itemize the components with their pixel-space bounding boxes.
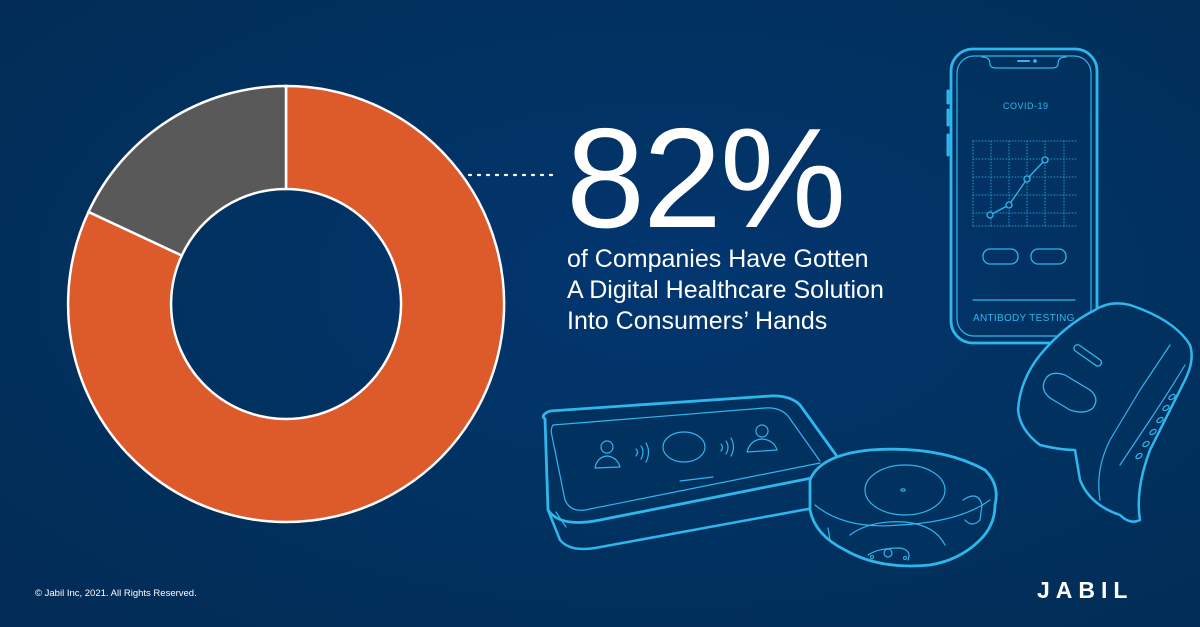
donut-chart — [66, 84, 506, 524]
round-sensor-illustration — [808, 447, 998, 568]
jabil-logo: JABIL — [1037, 577, 1134, 603]
phone-illustration: COVID-19 ANTIBOD — [946, 47, 1099, 345]
donut-slice-82 — [66, 84, 506, 524]
caption-line: Into Consumers’ Hands — [567, 307, 828, 335]
phone-screen-footer: ANTIBODY TESTING — [973, 313, 1075, 324]
hub-device-illustration — [541, 394, 840, 551]
stat-caption: of Companies Have Gotten A Digital Healt… — [567, 244, 884, 337]
caption-line: A Digital Healthcare Solution — [567, 276, 884, 304]
phone-chart-grid — [972, 140, 1077, 227]
big-stat: 82% — [566, 99, 846, 258]
donut-slice-18 — [86, 84, 288, 258]
wristband-illustration — [1016, 302, 1193, 523]
phone-screen-title: COVID-19 — [1003, 101, 1049, 111]
copyright-text: © Jabil Inc, 2021. All Rights Reserved. — [35, 588, 197, 599]
caption-line: of Companies Have Gotten — [567, 245, 869, 273]
